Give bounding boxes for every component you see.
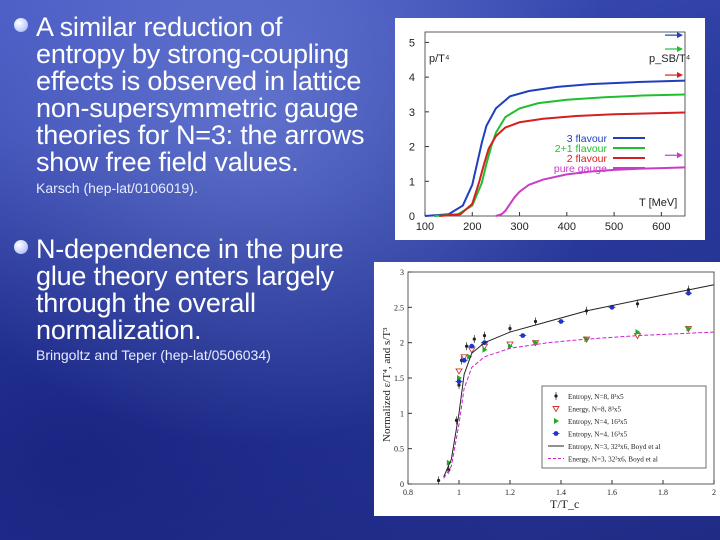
chart1-x-tick-label: 400 bbox=[558, 221, 576, 233]
chart1-y-label-right: p_SB/T⁴ bbox=[649, 53, 691, 65]
chart1-x-label: T [MeV] bbox=[639, 197, 677, 209]
chart2-legend-box bbox=[541, 385, 707, 469]
chart1-y-tick-label: 4 bbox=[409, 72, 415, 84]
citation-karsch: Karsch (hep-lat/0106019). bbox=[36, 180, 198, 196]
chart1-frame bbox=[424, 31, 686, 217]
bullet-2-text: N-dependence in the pure glue theory ent… bbox=[36, 234, 344, 345]
chart1-sb-arrowhead bbox=[677, 46, 683, 53]
chart2-y-tick-label: 2.5 bbox=[394, 303, 404, 312]
chart1-legend-label: 2+1 flavour bbox=[555, 143, 608, 155]
chart2-legend-label: Entropy, N=4, 16³x5 bbox=[568, 431, 628, 439]
chart2-legend-label: Energy, N=3, 32³x6, Boyd et al bbox=[568, 456, 658, 464]
bullet-1: A similar reduction of entropy by strong… bbox=[14, 12, 365, 177]
chart2-point bbox=[460, 354, 468, 361]
chart1-series-line bbox=[439, 111, 686, 217]
chart1-series-line bbox=[424, 79, 686, 217]
chart2-x-tick-label: 1.2 bbox=[505, 488, 515, 497]
chart2-series-line bbox=[443, 284, 715, 478]
bullet-dot-icon bbox=[14, 240, 28, 254]
chart2-legend-label: Entropy, N=8, 8³x5 bbox=[568, 393, 624, 401]
chart2-point bbox=[554, 418, 559, 424]
citation-bringoltz-teper: Bringoltz and Teper (hep-lat/0506034) bbox=[36, 347, 271, 363]
bullet-1-text: A similar reduction of entropy by strong… bbox=[36, 12, 365, 177]
chart1-legend-label: 3 flavour bbox=[567, 133, 608, 145]
chart2-point bbox=[455, 368, 463, 375]
chart1-y-tick-label: 0 bbox=[409, 211, 415, 223]
chart1-x-tick-label: 500 bbox=[605, 221, 623, 233]
chart2-x-tick-label: 2 bbox=[712, 488, 716, 497]
lattice-chart: Normalized ε/T⁴, and s/T³ T/T_c 0 0.5 1 1.5… bbox=[381, 268, 716, 511]
chart2-y-label: Normalized ε/T⁴, and s/T³ bbox=[381, 327, 393, 442]
chart1-y-tick-label: 2 bbox=[409, 142, 415, 154]
chart1-legend-label: 2 flavour bbox=[567, 153, 608, 165]
chart2-x-tick-label: 1.8 bbox=[658, 488, 668, 497]
chart2-point bbox=[552, 406, 560, 413]
chart2-point bbox=[467, 353, 473, 360]
chart2-point bbox=[482, 346, 488, 353]
chart1-x-tick-label: 300 bbox=[510, 221, 528, 233]
chart2-x-tick-label: 0.8 bbox=[403, 488, 413, 497]
bullet-dot-icon bbox=[14, 18, 28, 32]
chart2-legend-label: Entropy, N=4, 16³x5 bbox=[568, 418, 628, 426]
chart1-x-tick-label: 600 bbox=[652, 221, 670, 233]
chart2-y-tick-label: 2 bbox=[400, 339, 404, 348]
chart2-y-tick-label: 1 bbox=[400, 409, 404, 418]
chart1-sb-arrowhead bbox=[677, 32, 683, 39]
chart2-x-label: T/T_c bbox=[550, 497, 579, 511]
chart1-x-tick-label: 200 bbox=[463, 221, 481, 233]
chart2-point bbox=[686, 325, 692, 332]
chart1-y-tick-label: 1 bbox=[409, 176, 415, 188]
chart1-y-tick-label: 3 bbox=[409, 107, 415, 119]
chart2-x-tick-label: 1.4 bbox=[556, 488, 566, 497]
pressure-chart: p/T⁴ p_SB/T⁴ T [MeV] 0 1 2 3 4 5 100 200 300 400 5… bbox=[409, 31, 691, 233]
chart2-legend-label: Energy, N=8, 8³x5 bbox=[568, 406, 622, 414]
chart1-x-tick-label: 100 bbox=[416, 221, 434, 233]
chart2-series-line bbox=[443, 331, 715, 479]
chart1-y-tick-label: 5 bbox=[409, 37, 415, 49]
chart2-y-tick-label: 3 bbox=[400, 268, 404, 277]
chart1-sb-arrowhead bbox=[677, 72, 683, 79]
chart2-y-tick-label: 0.5 bbox=[394, 445, 404, 454]
chart1-legend-label: pure gauge bbox=[554, 163, 607, 175]
chart2-y-tick-label: 1.5 bbox=[394, 374, 404, 383]
chart2-legend-label: Entropy, N=3, 32³x6, Boyd et al bbox=[568, 443, 660, 451]
chart2-point bbox=[635, 329, 641, 336]
chart2-point bbox=[533, 339, 539, 346]
bullet-2: N-dependence in the pure glue theory ent… bbox=[14, 234, 344, 345]
chart2-x-tick-label: 1.6 bbox=[607, 488, 617, 497]
chart2-y-tick-label: 0 bbox=[400, 480, 404, 489]
chart2-point bbox=[508, 343, 513, 350]
lattice-chart-panel: Normalized ε/T⁴, and s/T³ T/T_c 0 0.5 1 1.5… bbox=[374, 262, 720, 516]
chart2-x-tick-label: 1 bbox=[457, 488, 461, 497]
chart1-y-label: p/T⁴ bbox=[429, 53, 450, 65]
pressure-chart-panel: p/T⁴ p_SB/T⁴ T [MeV] 0 1 2 3 4 5 100 200 300 400 5… bbox=[395, 18, 705, 240]
chart1-sb-arrowhead bbox=[677, 152, 683, 159]
